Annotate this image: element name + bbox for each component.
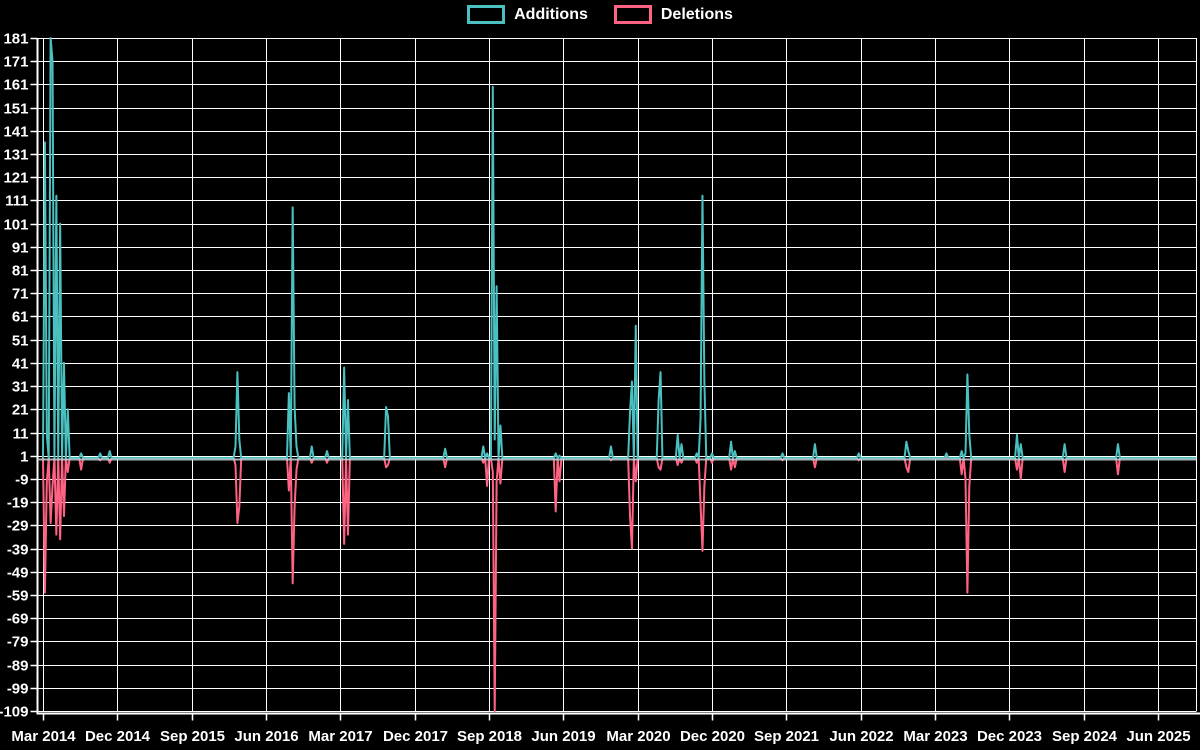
y-tick-label: 71 bbox=[12, 286, 29, 303]
x-tick-label: Sep 2018 bbox=[457, 728, 522, 745]
y-tick-label: -79 bbox=[7, 634, 29, 651]
y-tick-label: 121 bbox=[3, 170, 28, 187]
deletions-line bbox=[42, 457, 1197, 712]
x-tick-label: Sep 2015 bbox=[160, 728, 225, 745]
x-tick-label: Jun 2016 bbox=[234, 728, 298, 745]
x-tick-label: Jun 2022 bbox=[829, 728, 893, 745]
legend-label-additions: Additions bbox=[514, 5, 588, 23]
additions-swatch-icon bbox=[467, 5, 506, 24]
x-tick-label: Jun 2019 bbox=[531, 728, 595, 745]
y-tick-label: -109 bbox=[0, 704, 29, 721]
y-tick-label: -49 bbox=[7, 565, 29, 582]
y-tick-label: -69 bbox=[7, 611, 29, 628]
y-tick-label: 81 bbox=[12, 263, 29, 280]
y-tick-label: 11 bbox=[13, 426, 29, 443]
x-tick-label: Sep 2021 bbox=[754, 728, 819, 745]
y-tick-label: 31 bbox=[12, 379, 29, 396]
additions-line bbox=[42, 37, 1197, 460]
y-tick-label: 41 bbox=[12, 356, 29, 373]
legend-item-deletions[interactable]: Deletions bbox=[613, 5, 733, 24]
x-tick-label: Mar 2023 bbox=[903, 728, 967, 745]
y-tick-label: 181 bbox=[3, 31, 28, 48]
x-tick-label: Jun 2025 bbox=[1126, 728, 1190, 745]
x-tick-label: Dec 2014 bbox=[85, 728, 151, 745]
y-tick-label: -19 bbox=[7, 495, 29, 512]
legend-item-additions[interactable]: Additions bbox=[467, 5, 588, 24]
y-tick-label: 131 bbox=[3, 147, 28, 164]
y-tick-label: 161 bbox=[3, 77, 28, 94]
y-tick-label: 101 bbox=[3, 217, 28, 234]
y-tick-label: 111 bbox=[5, 193, 28, 210]
y-tick-label: -39 bbox=[7, 542, 29, 559]
y-tick-label: 171 bbox=[3, 54, 28, 71]
y-tick-label: 51 bbox=[12, 333, 29, 350]
x-tick-label: Sep 2024 bbox=[1052, 728, 1118, 745]
y-tick-label: 1 bbox=[20, 449, 28, 466]
y-tick-label: -89 bbox=[7, 658, 29, 675]
y-tick-label: -59 bbox=[7, 588, 29, 605]
x-tick-label: Mar 2020 bbox=[606, 728, 670, 745]
x-tick-label: Mar 2014 bbox=[11, 728, 76, 745]
deletions-swatch-icon bbox=[613, 5, 652, 24]
y-tick-label: 91 bbox=[12, 240, 29, 257]
x-tick-label: Dec 2017 bbox=[383, 728, 448, 745]
legend-label-deletions: Deletions bbox=[660, 5, 733, 23]
y-tick-label: -29 bbox=[7, 518, 29, 535]
y-tick-label: 141 bbox=[3, 124, 28, 141]
x-tick-label: Mar 2017 bbox=[308, 728, 372, 745]
y-tick-label: 61 bbox=[12, 309, 29, 326]
y-tick-label: 151 bbox=[3, 101, 28, 118]
y-tick-label: -99 bbox=[7, 681, 29, 698]
chart-legend: Additions Deletions bbox=[0, 5, 1200, 24]
y-tick-label: -9 bbox=[15, 472, 28, 489]
x-tick-label: Dec 2020 bbox=[680, 728, 745, 745]
y-tick-label: 21 bbox=[12, 402, 29, 419]
x-tick-label: Dec 2023 bbox=[977, 728, 1042, 745]
